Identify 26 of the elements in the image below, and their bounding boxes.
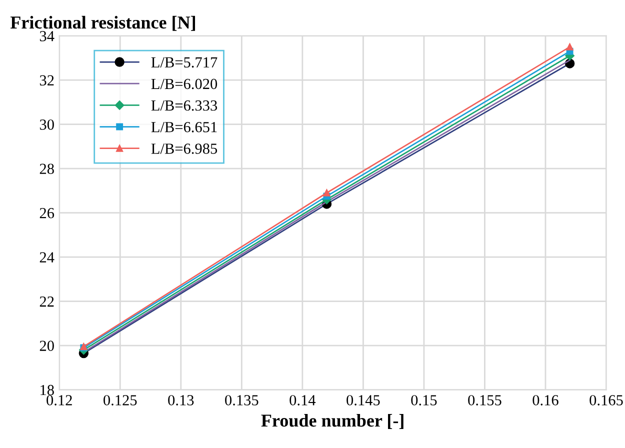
y-tick-label: 18 — [40, 384, 54, 396]
legend-label: L/B=5.717 — [151, 57, 218, 68]
y-tick-label: 28 — [40, 164, 54, 174]
x-tick-label: 0.14 — [290, 395, 316, 406]
legend-label: L/B=6.333 — [151, 100, 218, 111]
x-axis-title: Froude number [-] — [261, 414, 404, 429]
x-tick-label: 0.155 — [468, 395, 502, 406]
x-tick-label: 0.12 — [46, 395, 72, 406]
y-tick-label: 30 — [40, 119, 54, 130]
y-axis-title: Frictional resistance [N] — [10, 16, 196, 31]
legend-label: L/B=6.020 — [151, 78, 218, 90]
y-tick-label: 32 — [40, 75, 54, 86]
x-tick-label: 0.135 — [225, 395, 258, 406]
x-tick-label: 0.16 — [532, 395, 558, 406]
legend-label: L/B=6.651 — [151, 122, 217, 132]
y-tick-label: 34 — [40, 31, 54, 42]
y-tick-label: 24 — [40, 252, 54, 262]
x-tick-label: 0.165 — [590, 395, 623, 406]
y-tick-label: 26 — [40, 208, 54, 218]
legend-label: L/B=6.985 — [151, 144, 218, 154]
x-tick-label: 0.15 — [411, 395, 437, 406]
y-tick-label: 20 — [40, 340, 54, 351]
y-tick-label: 22 — [40, 296, 54, 307]
x-tick-label: 0.145 — [346, 395, 380, 406]
x-tick-label: 0.125 — [104, 395, 137, 406]
x-tick-label: 0.13 — [168, 395, 194, 406]
